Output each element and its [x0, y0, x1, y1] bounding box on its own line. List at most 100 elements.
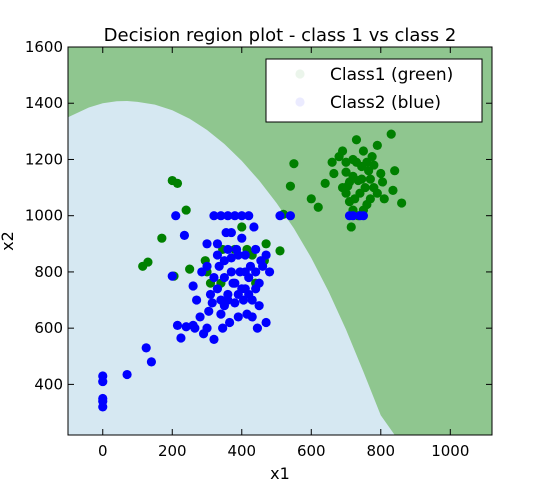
data-point — [230, 298, 240, 308]
data-point — [223, 289, 233, 300]
x-axis-ticks: 0 200 400 600 800 1000 — [98, 47, 469, 460]
data-point — [146, 357, 157, 367]
data-point — [306, 194, 316, 204]
data-point — [351, 157, 362, 167]
data-point — [341, 167, 351, 177]
data-point — [190, 323, 200, 333]
data-point — [237, 233, 247, 243]
data-point — [204, 306, 214, 316]
x-tick-label: 0 — [98, 442, 108, 460]
series-class2 — [98, 211, 369, 412]
y-tick-label: 600 — [34, 319, 63, 337]
data-point — [216, 309, 226, 319]
data-point — [341, 157, 351, 167]
data-point — [358, 211, 369, 221]
data-point — [219, 272, 229, 283]
data-point — [185, 264, 195, 274]
data-point — [386, 129, 396, 139]
data-point — [195, 312, 205, 322]
data-point — [167, 271, 177, 281]
data-point — [337, 182, 348, 193]
data-point — [219, 301, 229, 311]
data-point — [390, 166, 400, 176]
data-point — [202, 261, 212, 271]
data-point — [285, 211, 296, 221]
legend-box — [265, 58, 483, 123]
data-point — [244, 289, 254, 300]
data-point — [209, 334, 219, 345]
data-point — [261, 250, 271, 260]
data-point — [275, 246, 285, 256]
data-point — [226, 267, 236, 277]
data-point — [252, 323, 263, 333]
data-point — [313, 202, 323, 212]
data-point — [264, 267, 275, 277]
data-point — [223, 244, 233, 255]
data-point — [171, 211, 181, 221]
data-point — [172, 178, 183, 188]
y-tick-label: 400 — [34, 375, 63, 393]
data-point — [188, 281, 198, 291]
data-point — [372, 140, 382, 151]
data-point — [122, 369, 132, 380]
data-point — [254, 301, 264, 311]
x-tick-label: 600 — [297, 442, 326, 460]
data-point — [237, 222, 247, 232]
data-point — [212, 239, 223, 249]
data-point — [388, 185, 398, 195]
data-point — [365, 174, 375, 184]
data-point — [240, 267, 250, 277]
data-point — [249, 222, 259, 232]
data-point — [350, 194, 360, 204]
data-point — [191, 295, 202, 305]
y-tick-label: 800 — [34, 263, 63, 281]
data-point — [181, 322, 191, 332]
x-tick-label: 800 — [366, 442, 395, 460]
plot-frame — [67, 46, 493, 436]
data-point — [202, 323, 212, 333]
data-point — [218, 323, 228, 333]
data-point — [362, 157, 372, 167]
data-point — [230, 278, 240, 288]
x-tick-label: 400 — [227, 442, 256, 460]
data-point — [219, 256, 229, 266]
data-point — [351, 135, 362, 145]
data-point — [205, 289, 216, 300]
data-point — [397, 198, 407, 208]
data-point — [209, 272, 219, 283]
data-point — [261, 239, 271, 249]
data-point — [247, 312, 257, 322]
data-point — [348, 211, 358, 221]
legend-label: Class1 (green) — [330, 65, 453, 85]
data-point — [289, 159, 299, 169]
data-point — [202, 239, 212, 249]
legend-label: Class2 (blue) — [330, 93, 441, 113]
chart-title: Decision region plot - class 1 vs class … — [104, 25, 457, 46]
data-point — [223, 211, 233, 221]
data-point — [176, 333, 186, 343]
data-point — [258, 261, 268, 271]
data-point — [240, 250, 250, 260]
data-point — [357, 174, 367, 184]
y-tick-label: 1200 — [25, 150, 63, 168]
data-point — [365, 194, 375, 204]
data-point — [376, 168, 386, 179]
data-point — [230, 211, 240, 221]
data-point — [212, 284, 223, 294]
data-point — [212, 250, 223, 260]
data-point — [285, 181, 296, 191]
data-point — [141, 343, 151, 353]
data-point — [143, 257, 153, 267]
y-axis-ticks: 400 600 800 1000 1200 1400 1600 — [25, 38, 492, 393]
legend-marker — [295, 69, 305, 79]
data-point — [369, 160, 379, 170]
y-axis-label: x2 — [0, 231, 17, 251]
data-point — [209, 211, 219, 221]
data-point — [346, 222, 356, 232]
data-point — [157, 233, 167, 243]
data-point — [251, 267, 261, 277]
x-tick-label: 1000 — [431, 442, 469, 460]
data-point — [207, 298, 217, 308]
data-point — [226, 253, 236, 263]
